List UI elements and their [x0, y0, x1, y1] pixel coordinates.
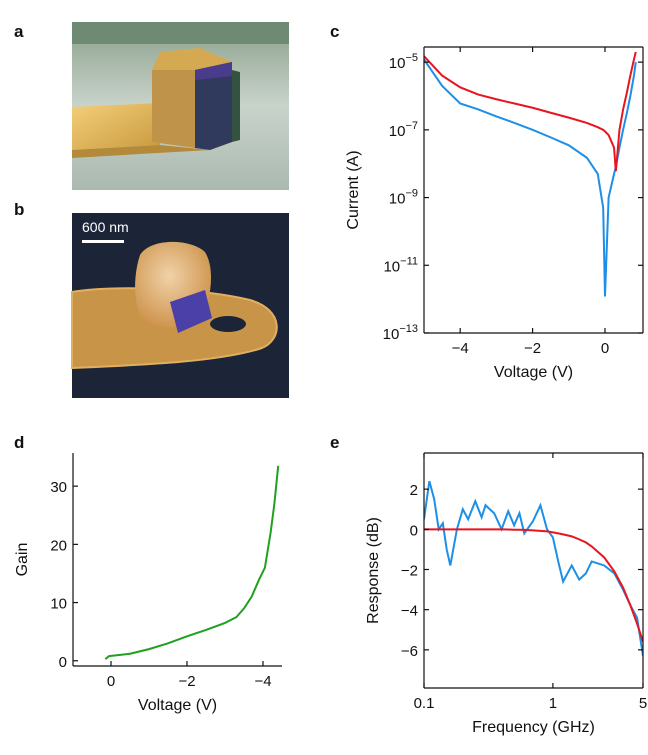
y-tick-label: 10−11	[383, 255, 418, 275]
y-axis-label: Gain	[14, 543, 31, 577]
x-tick-label: 0	[107, 673, 115, 690]
y-tick-label: 10−13	[383, 323, 418, 343]
x-tick-label: 5	[639, 695, 647, 712]
x-axis-label: Frequency (GHz)	[472, 719, 595, 736]
y-tick-label: 10	[50, 596, 67, 613]
y-tick-label: 10−5	[389, 52, 418, 72]
data-line	[424, 52, 636, 171]
x-tick-label: −4	[452, 340, 469, 357]
y-axis-label: Response (dB)	[365, 517, 382, 624]
y-axis-label: Current (A)	[345, 150, 362, 229]
x-axis-label: Voltage (V)	[138, 697, 217, 714]
x-tick-label: 0	[601, 340, 609, 357]
x-tick-label: 1	[549, 695, 557, 712]
y-tick-label: −4	[401, 603, 418, 620]
y-tick-label: 10−7	[389, 120, 418, 140]
y-tick-label: 10−9	[389, 188, 418, 208]
y-tick-label: −2	[401, 562, 418, 579]
y-tick-label: 30	[50, 479, 67, 496]
panel-label: e	[330, 433, 339, 452]
x-tick-label: −4	[254, 673, 271, 690]
panel-label: a	[14, 22, 24, 41]
y-tick-label: 2	[410, 482, 418, 499]
data-line	[105, 466, 278, 659]
x-tick-label: 0.1	[414, 695, 435, 712]
x-tick-label: −2	[524, 340, 541, 357]
panel-label: c	[330, 22, 339, 41]
figure: 600 nm a b c d e −4 −2 0 10−5 10−7 10−9 10−11 1…	[0, 0, 648, 750]
data-line	[424, 529, 643, 641]
x-axis-label: Voltage (V)	[494, 364, 573, 381]
y-tick-label: 20	[50, 537, 67, 554]
panel-a-image	[72, 22, 289, 190]
x-tick-label: −2	[178, 673, 195, 690]
scale-bar-label: 600 nm	[82, 219, 129, 235]
y-tick-label: 0	[59, 654, 67, 671]
panel-b-image	[72, 213, 289, 398]
panel-label: d	[14, 433, 24, 452]
y-tick-label: −6	[401, 643, 418, 660]
data-line	[424, 481, 643, 656]
y-tick-label: 0	[410, 522, 418, 539]
data-line	[424, 59, 636, 296]
panel-label: b	[14, 200, 24, 219]
